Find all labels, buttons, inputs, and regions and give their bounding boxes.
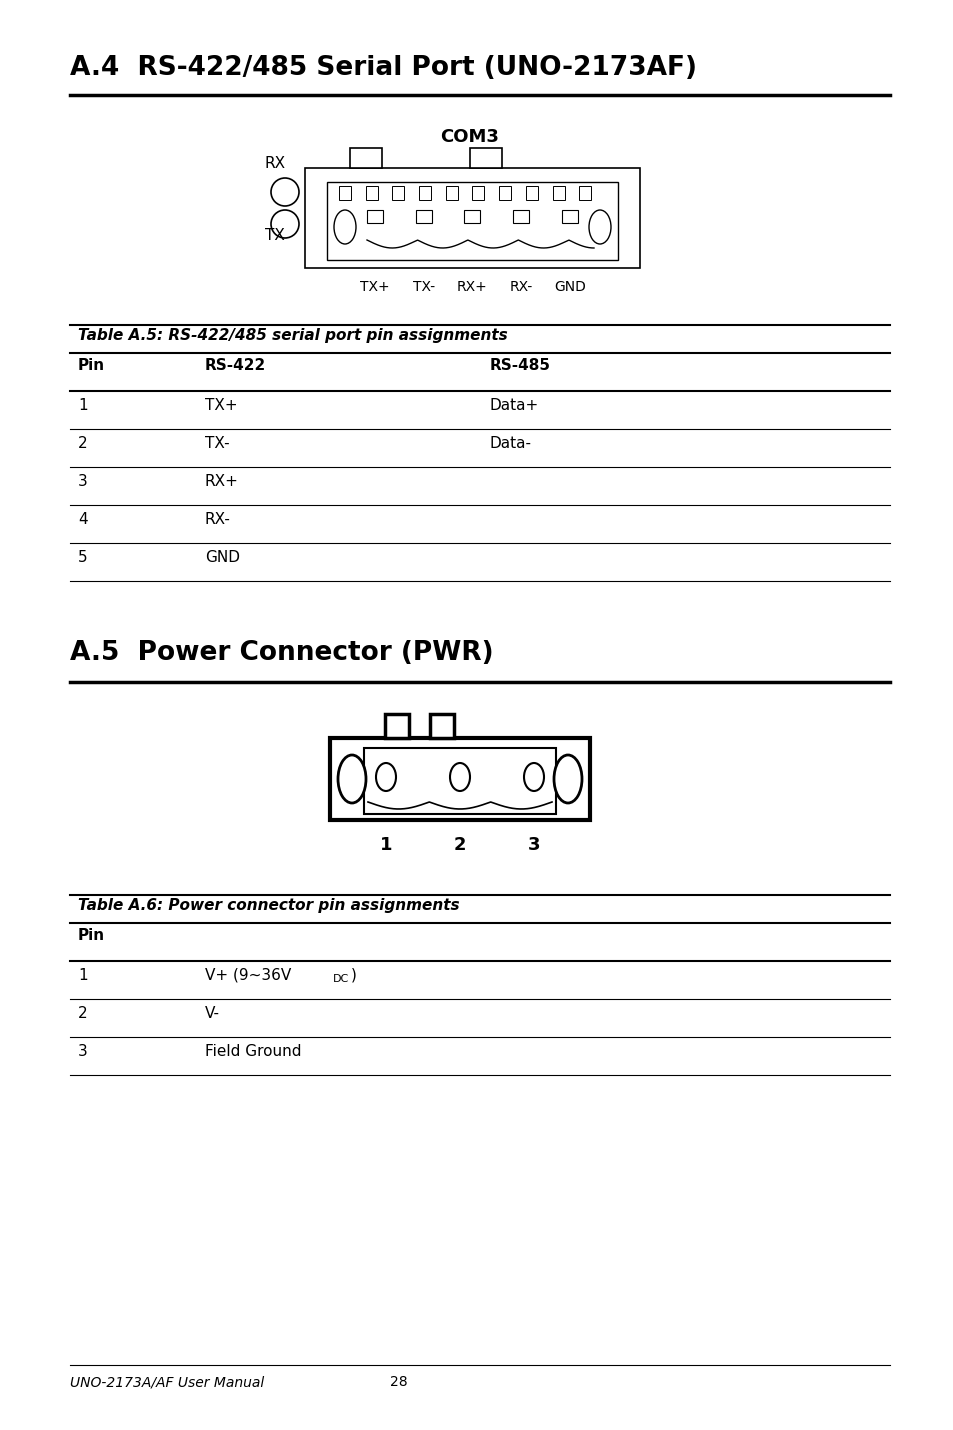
Text: A.4  RS-422/485 Serial Port (UNO-2173AF): A.4 RS-422/485 Serial Port (UNO-2173AF): [70, 54, 697, 82]
Text: Pin: Pin: [78, 358, 105, 373]
Bar: [552, 186, 564, 200]
Bar: [578, 186, 591, 200]
Ellipse shape: [450, 764, 470, 791]
Bar: [430, 714, 454, 738]
Text: RS-422: RS-422: [205, 358, 266, 373]
Ellipse shape: [334, 210, 355, 245]
Ellipse shape: [337, 755, 366, 804]
Text: 28: 28: [390, 1376, 407, 1389]
Text: 1: 1: [379, 837, 392, 854]
Circle shape: [271, 177, 298, 206]
Bar: [418, 186, 431, 200]
Ellipse shape: [375, 764, 395, 791]
Text: Data+: Data+: [490, 398, 538, 413]
Text: TX-: TX-: [205, 436, 230, 450]
Text: RX-: RX-: [205, 512, 231, 528]
Bar: [350, 147, 381, 167]
Bar: [470, 147, 501, 167]
Bar: [561, 210, 578, 223]
Text: RX: RX: [265, 156, 286, 172]
Text: V+ (9~36V: V+ (9~36V: [205, 968, 291, 982]
Text: Pin: Pin: [78, 928, 105, 942]
Ellipse shape: [588, 210, 610, 245]
Text: RX-: RX-: [509, 280, 533, 295]
Text: V-: V-: [205, 1005, 220, 1021]
Bar: [305, 167, 639, 267]
Text: A.5  Power Connector (PWR): A.5 Power Connector (PWR): [70, 641, 493, 666]
Text: RS-485: RS-485: [490, 358, 551, 373]
Text: GND: GND: [205, 551, 240, 565]
Text: Data-: Data-: [490, 436, 532, 450]
Bar: [365, 186, 377, 200]
Bar: [338, 186, 351, 200]
Bar: [385, 714, 409, 738]
Text: TX-: TX-: [413, 280, 435, 295]
Bar: [327, 182, 618, 260]
Bar: [330, 738, 589, 819]
Ellipse shape: [554, 755, 581, 804]
Text: 2: 2: [78, 436, 88, 450]
Text: 1: 1: [78, 398, 88, 413]
Bar: [392, 186, 404, 200]
Text: ): ): [351, 968, 356, 982]
Bar: [525, 186, 537, 200]
Text: 2: 2: [454, 837, 466, 854]
Text: DC: DC: [333, 974, 349, 984]
Text: Field Ground: Field Ground: [205, 1044, 301, 1060]
Bar: [513, 210, 529, 223]
Bar: [416, 210, 432, 223]
Bar: [498, 186, 511, 200]
Bar: [472, 186, 484, 200]
Text: TX+: TX+: [360, 280, 390, 295]
Text: Table A.6: Power connector pin assignments: Table A.6: Power connector pin assignmen…: [78, 898, 459, 912]
Text: COM3: COM3: [440, 129, 499, 146]
Text: 1: 1: [78, 968, 88, 982]
Text: GND: GND: [554, 280, 585, 295]
Ellipse shape: [523, 764, 543, 791]
Text: RX+: RX+: [456, 280, 487, 295]
Bar: [367, 210, 382, 223]
Text: RX+: RX+: [205, 473, 238, 489]
Text: UNO-2173A/AF User Manual: UNO-2173A/AF User Manual: [70, 1376, 264, 1389]
Text: 3: 3: [78, 1044, 88, 1060]
Text: Table A.5: RS-422/485 serial port pin assignments: Table A.5: RS-422/485 serial port pin as…: [78, 327, 507, 343]
Text: 2: 2: [78, 1005, 88, 1021]
Bar: [464, 210, 480, 223]
Text: 3: 3: [78, 473, 88, 489]
Text: 3: 3: [527, 837, 539, 854]
Circle shape: [271, 210, 298, 237]
Bar: [445, 186, 457, 200]
Bar: [364, 748, 556, 814]
Text: TX+: TX+: [205, 398, 237, 413]
Text: 4: 4: [78, 512, 88, 528]
Text: 5: 5: [78, 551, 88, 565]
Text: TX: TX: [265, 227, 285, 243]
